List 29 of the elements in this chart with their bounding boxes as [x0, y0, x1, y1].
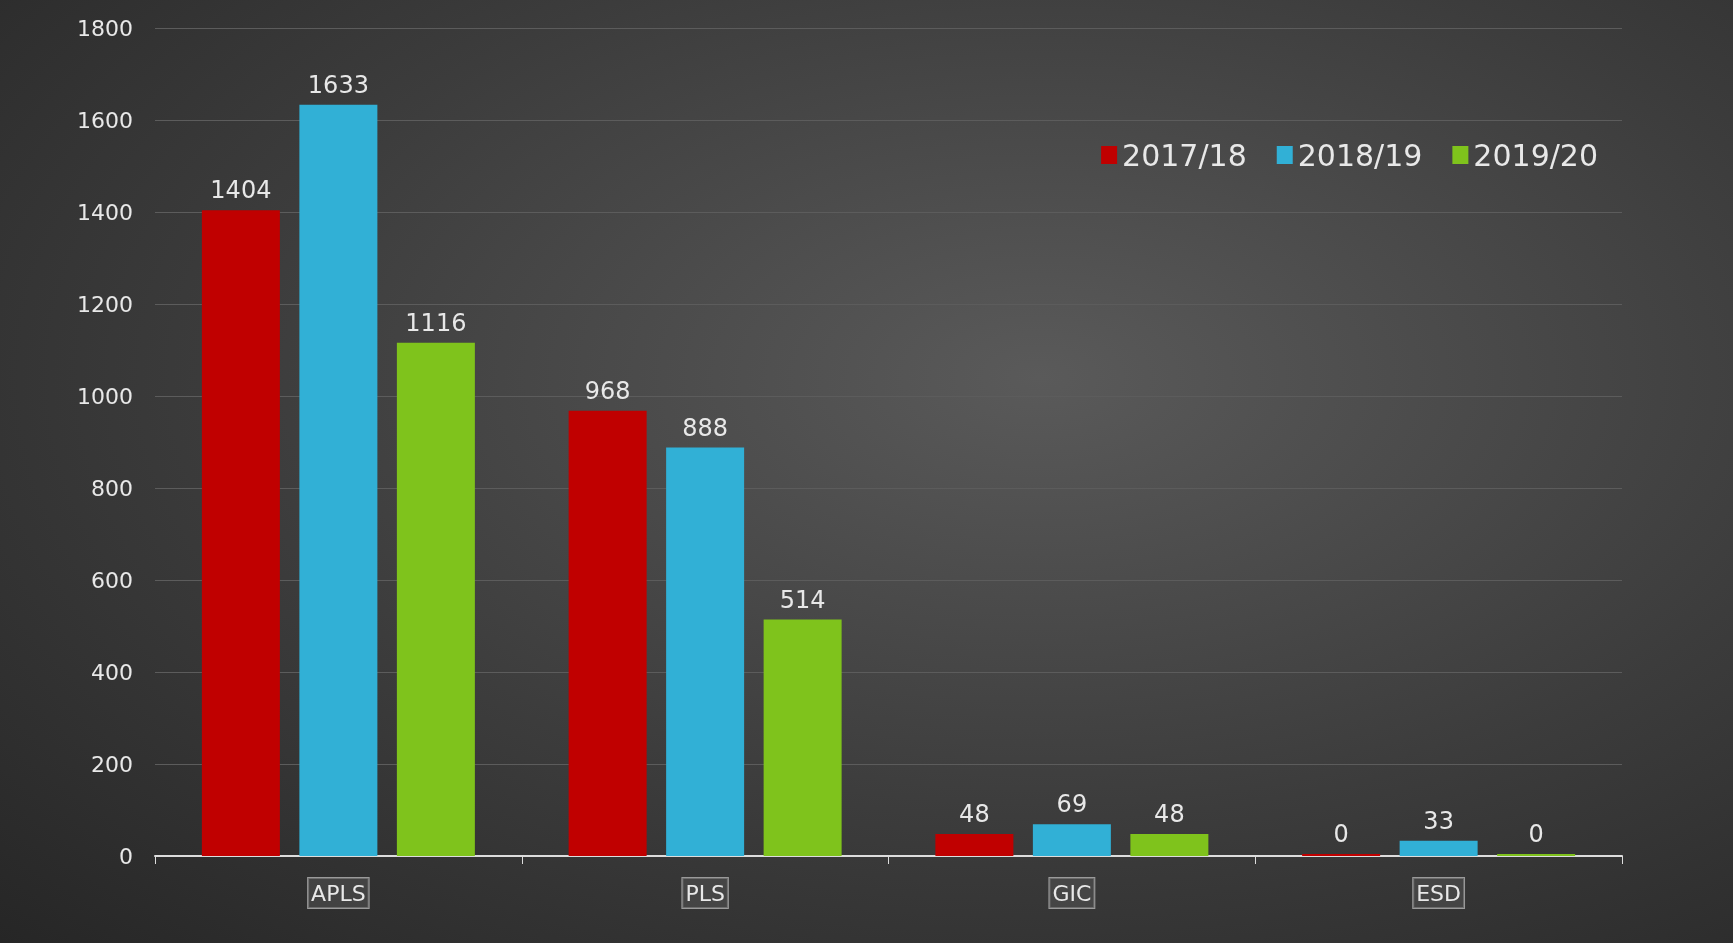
- data-label: 1116: [405, 308, 467, 337]
- data-label: 69: [1056, 790, 1088, 819]
- y-tick-label: 800: [91, 475, 133, 501]
- x-tick-label: PLS: [685, 880, 725, 906]
- y-tick-label: 400: [91, 659, 133, 685]
- data-label: 0: [1333, 820, 1349, 848]
- data-label: 968: [584, 376, 631, 405]
- legend-label: 2018/19: [1297, 137, 1423, 173]
- x-tick-label: ESD: [1416, 880, 1462, 906]
- y-tick-label: 1000: [77, 383, 133, 409]
- data-label: 1404: [210, 176, 272, 205]
- y-tick-label: 200: [91, 751, 133, 777]
- x-tick-label: APLS: [311, 880, 366, 906]
- legend-label: 2017/18: [1122, 137, 1247, 173]
- y-tick-label: 1400: [77, 199, 133, 225]
- data-label: 48: [1154, 799, 1185, 828]
- data-label: 48: [959, 799, 990, 828]
- legend-label: 2019/20: [1473, 137, 1599, 173]
- data-label: 33: [1423, 806, 1454, 835]
- y-tick-label: 1800: [77, 15, 133, 41]
- y-tick-label: 1600: [77, 107, 133, 133]
- y-tick-label: 1200: [77, 291, 133, 317]
- data-label: 888: [682, 413, 729, 442]
- data-label: 0: [1528, 820, 1544, 848]
- data-label: 1633: [307, 70, 369, 99]
- y-tick-label: 0: [119, 843, 133, 869]
- data-label: 514: [779, 585, 826, 614]
- y-tick-label: 600: [91, 567, 133, 593]
- x-tick-label: GIC: [1052, 880, 1092, 906]
